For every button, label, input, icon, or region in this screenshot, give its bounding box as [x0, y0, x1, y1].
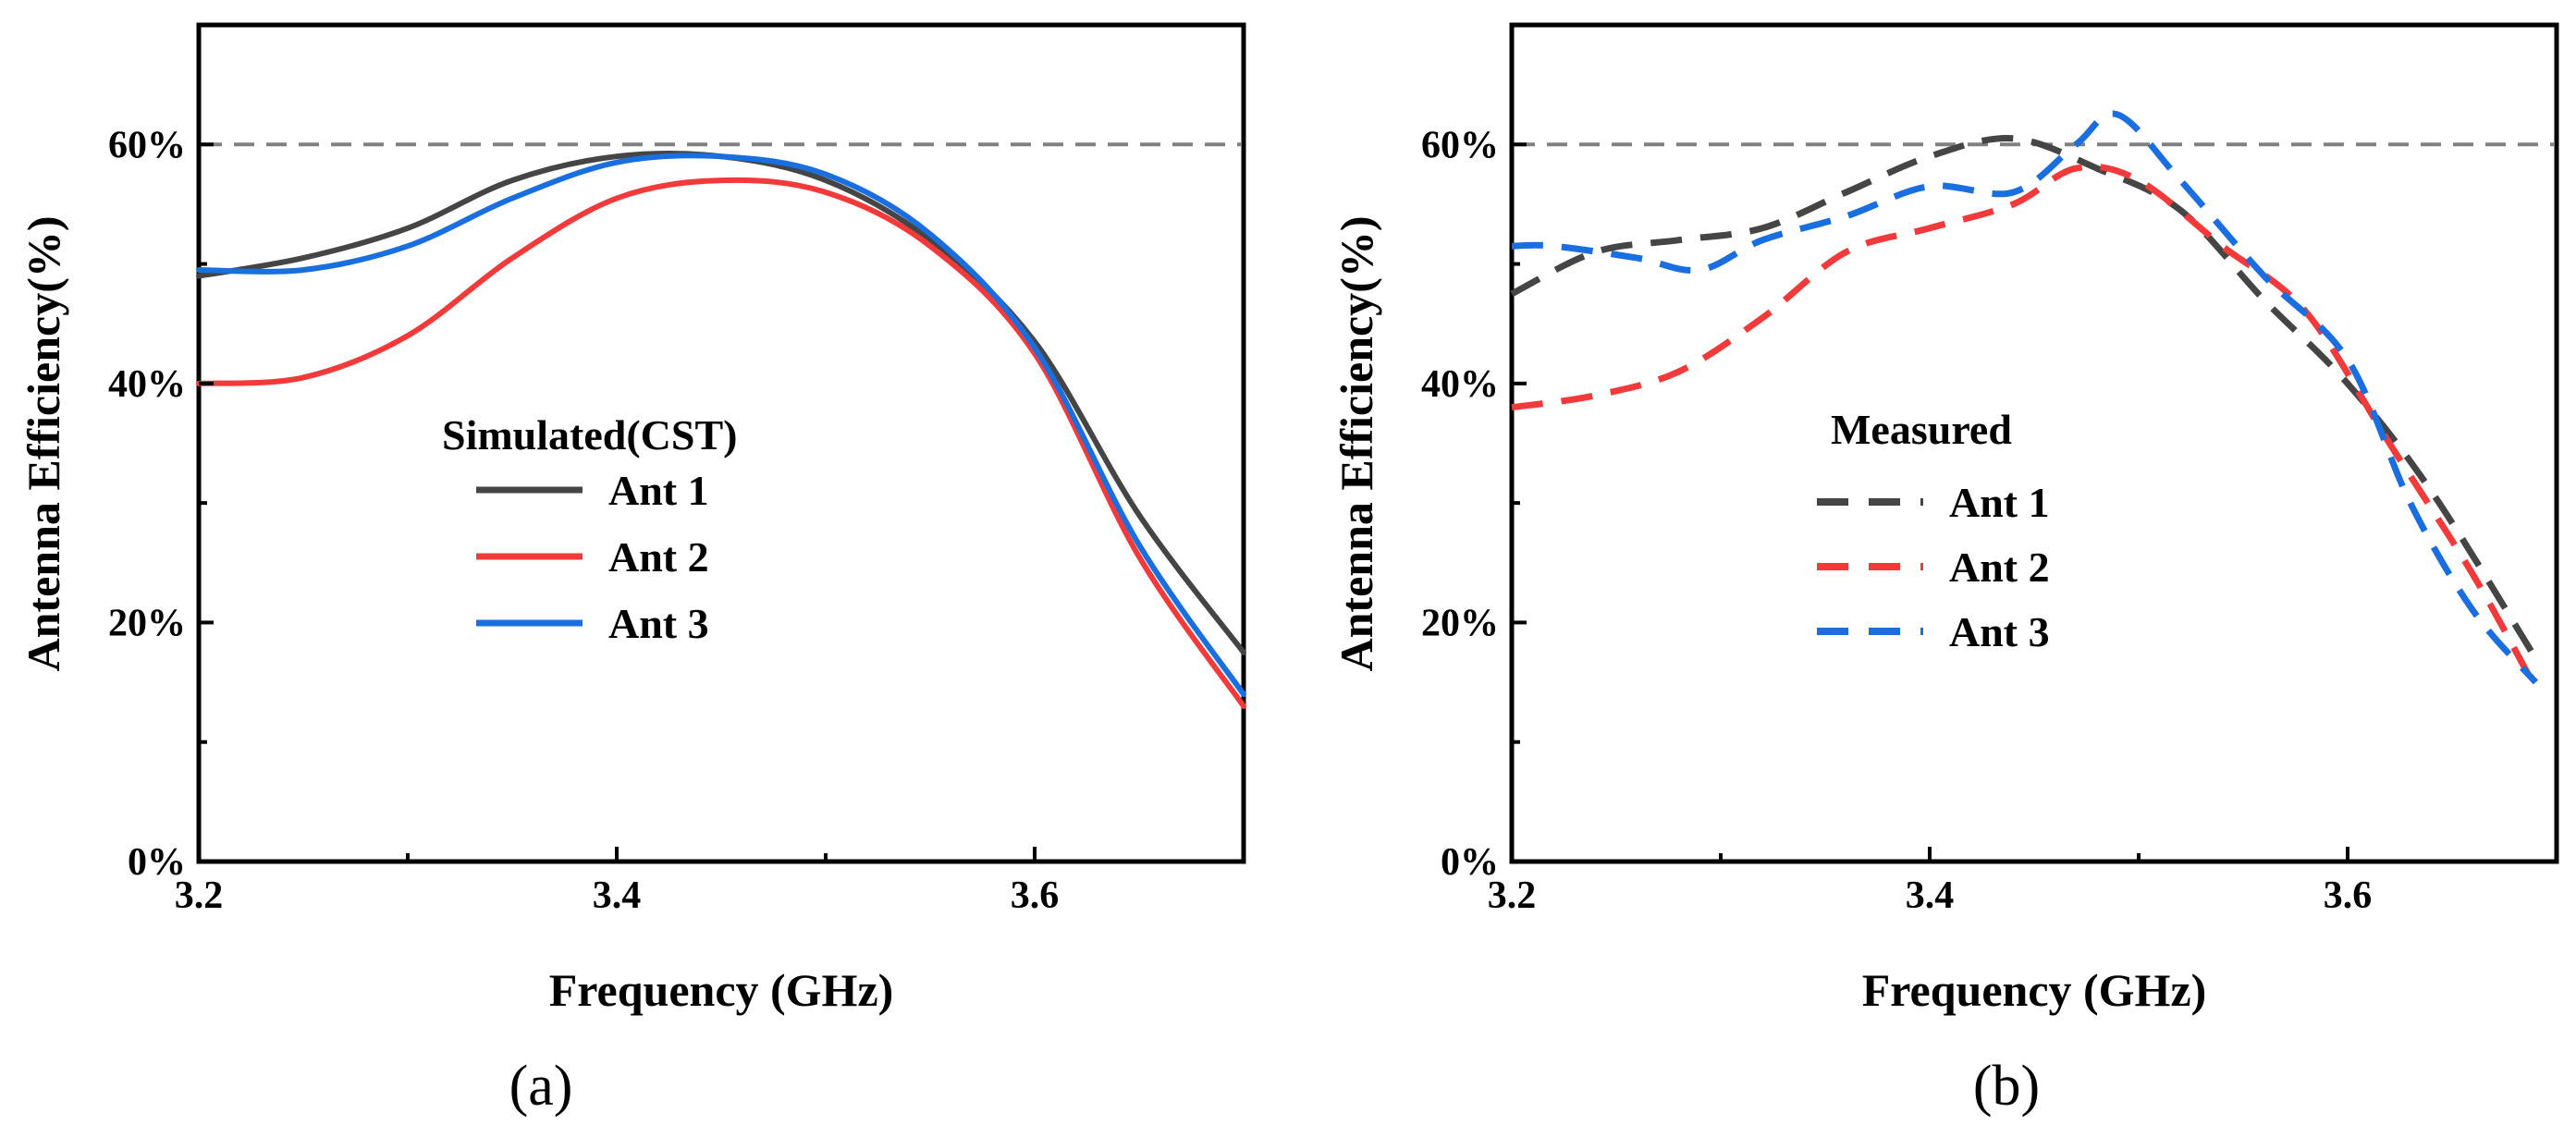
series-line-ant-2: [196, 177, 1246, 709]
panel-label: (a): [509, 1055, 573, 1118]
legend: Simulated(CST) Ant 1 Ant 2 Ant 3: [442, 411, 737, 647]
legend-label: Ant 3: [1949, 608, 2050, 655]
legend: Measured Ant 1 Ant 2 Ant 3: [1817, 406, 2050, 655]
chart-panel-b: 3.2 3.4 3.6 0% 20% 40% 60% Frequency (GHz) Ant…: [1331, 22, 2559, 1118]
series-line-ant-3: [1511, 110, 2539, 685]
x-tick-label: 3.6: [1011, 874, 1060, 917]
x-axis-title: Frequency (GHz): [549, 964, 894, 1016]
legend-rows: Ant 1 Ant 2 Ant 3: [476, 467, 709, 647]
x-tick-label: 3.4: [593, 874, 642, 917]
panel-label: (b): [1973, 1055, 2040, 1118]
y-tick-label: 60%: [108, 124, 186, 166]
y-tick-label: 0%: [1441, 841, 1499, 884]
series-layer: [196, 151, 1246, 709]
y-tick-label: 40%: [1421, 363, 1499, 406]
y-axis-title: Antenna Efficiency(%): [18, 216, 69, 672]
x-tick-label: 3.2: [1488, 874, 1537, 917]
plot-frame: [1509, 22, 2559, 864]
chart-panel-a: 3.2 3.4 3.6 0% 20% 40% 60% Frequency (GHz) Ant…: [18, 22, 1246, 1118]
legend-label: Ant 2: [608, 533, 709, 581]
legend-rows: Ant 1 Ant 2 Ant 3: [1817, 479, 2050, 655]
series-layer: [1510, 110, 2539, 691]
y-axis-title: Antenna Efficiency(%): [1331, 216, 1382, 672]
legend-title: Simulated(CST): [442, 411, 737, 458]
series-line-ant-2: [1511, 163, 2539, 691]
y-tick-label: 0%: [128, 841, 186, 884]
legend-label: Ant 1: [608, 467, 709, 514]
x-tick-label: 3.2: [175, 874, 224, 917]
y-tick-label: 20%: [108, 602, 186, 644]
y-tick-label: 60%: [1421, 124, 1499, 166]
tick-layer: 3.2 3.4 3.6 0% 20% 40% 60%: [1421, 23, 2558, 917]
tick-layer: 3.2 3.4 3.6 0% 20% 40% 60%: [108, 23, 1245, 917]
legend-label: Ant 3: [608, 600, 709, 647]
series-line-ant-1: [196, 151, 1246, 655]
x-tick-label: 3.4: [1906, 874, 1955, 917]
x-axis-title: Frequency (GHz): [1862, 964, 2207, 1016]
x-tick-label: 3.6: [2324, 874, 2373, 917]
series-line-ant-3: [196, 153, 1246, 697]
y-tick-label: 20%: [1421, 602, 1499, 644]
legend-title: Measured: [1831, 406, 2012, 453]
y-tick-label: 40%: [108, 363, 186, 406]
legend-label: Ant 1: [1949, 479, 2050, 526]
plot-frame: [196, 22, 1246, 864]
legend-label: Ant 2: [1949, 544, 2050, 591]
